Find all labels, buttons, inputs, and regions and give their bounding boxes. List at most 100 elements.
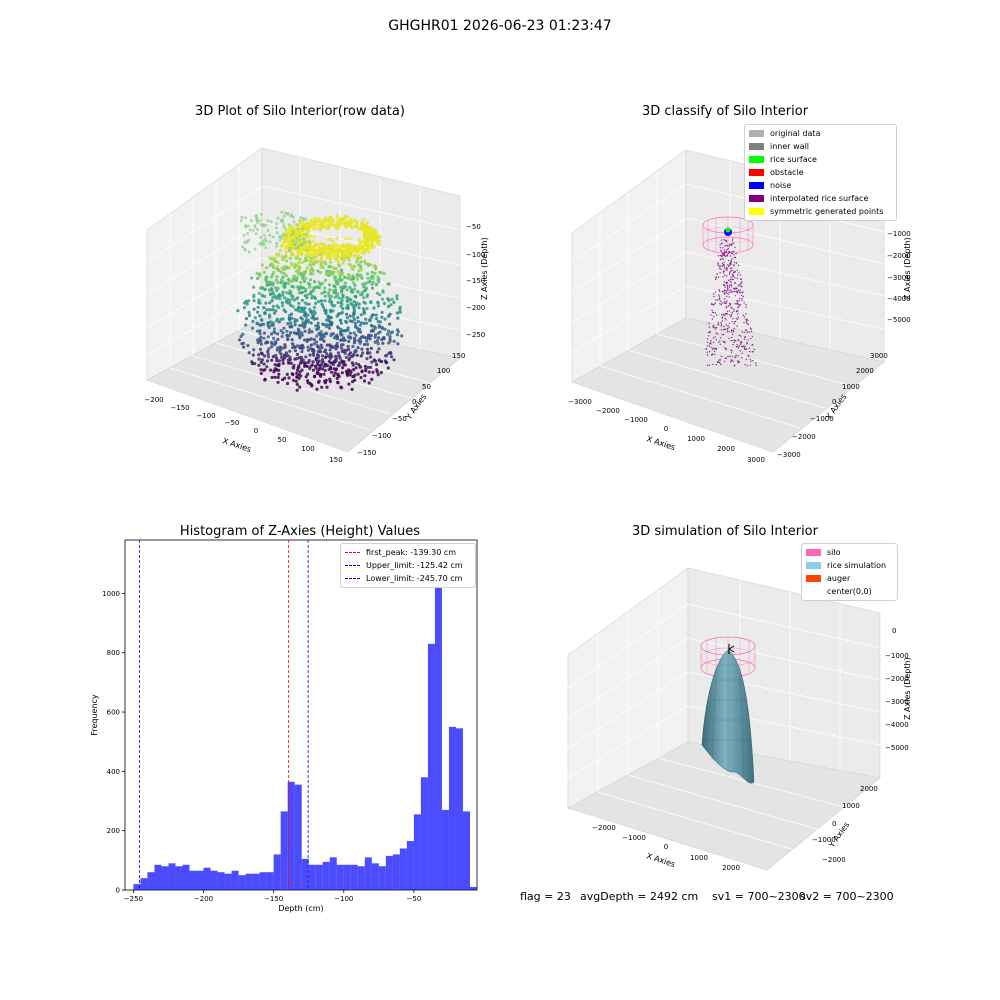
point bbox=[296, 272, 300, 276]
point bbox=[298, 234, 302, 238]
panel4-y-tick: −2000 bbox=[822, 856, 846, 864]
point bbox=[331, 309, 335, 313]
point bbox=[299, 355, 304, 360]
point bbox=[271, 263, 275, 267]
panel1-z-tick: −150 bbox=[466, 277, 485, 285]
histogram-bar bbox=[329, 857, 337, 890]
point bbox=[748, 355, 750, 358]
point bbox=[736, 277, 739, 279]
point bbox=[365, 230, 369, 234]
point bbox=[323, 260, 327, 264]
point bbox=[729, 304, 731, 306]
point bbox=[731, 252, 733, 255]
panel1-axes bbox=[146, 147, 461, 453]
point bbox=[717, 255, 720, 257]
point bbox=[369, 346, 373, 350]
point bbox=[737, 264, 740, 266]
point bbox=[279, 352, 283, 356]
point bbox=[734, 303, 736, 305]
panel1-x-tick: −150 bbox=[170, 404, 189, 412]
point bbox=[292, 243, 296, 246]
point bbox=[268, 313, 272, 317]
point bbox=[745, 318, 747, 321]
point bbox=[389, 331, 393, 335]
histogram-bar bbox=[140, 878, 148, 890]
point bbox=[355, 260, 359, 264]
point bbox=[726, 313, 728, 315]
point bbox=[375, 363, 379, 367]
point bbox=[290, 253, 294, 257]
point bbox=[708, 351, 711, 353]
point bbox=[239, 334, 243, 338]
point bbox=[362, 233, 366, 237]
point bbox=[367, 370, 371, 374]
point bbox=[724, 302, 727, 305]
point bbox=[294, 379, 298, 383]
point bbox=[285, 228, 289, 232]
point bbox=[721, 262, 724, 265]
panel3-title: Histogram of Z-Axies (Height) Values bbox=[179, 524, 421, 539]
panel1-y-tick: 50 bbox=[422, 383, 431, 391]
point bbox=[312, 227, 316, 231]
point bbox=[294, 277, 298, 281]
point bbox=[292, 378, 296, 382]
point bbox=[317, 379, 321, 383]
point bbox=[317, 219, 321, 223]
point bbox=[734, 295, 737, 297]
point bbox=[289, 214, 293, 218]
point bbox=[309, 263, 313, 267]
point bbox=[320, 354, 325, 358]
point bbox=[745, 348, 747, 351]
histogram-bar bbox=[196, 870, 204, 890]
panel2-rice-surface-cluster bbox=[725, 227, 731, 233]
point bbox=[713, 315, 715, 318]
point bbox=[300, 323, 304, 327]
point bbox=[251, 353, 255, 357]
point bbox=[259, 323, 263, 327]
point bbox=[348, 285, 352, 289]
point bbox=[347, 335, 351, 339]
point bbox=[323, 294, 327, 298]
point bbox=[319, 343, 323, 347]
point bbox=[242, 306, 247, 310]
point bbox=[380, 327, 385, 331]
point bbox=[712, 363, 714, 366]
histogram-bar bbox=[364, 857, 372, 890]
point bbox=[271, 273, 275, 277]
point bbox=[720, 363, 722, 366]
point bbox=[369, 300, 373, 305]
point bbox=[368, 337, 372, 341]
point bbox=[300, 333, 304, 337]
point bbox=[277, 359, 282, 363]
point bbox=[745, 313, 747, 315]
panel2-y-tick: 0 bbox=[832, 398, 836, 406]
panel2-title: 3D classify of Silo Interior bbox=[641, 104, 809, 119]
point bbox=[271, 355, 275, 359]
point bbox=[362, 296, 366, 300]
point bbox=[367, 243, 371, 247]
point bbox=[739, 350, 741, 352]
point bbox=[244, 317, 248, 321]
point bbox=[710, 342, 712, 344]
point bbox=[344, 248, 349, 252]
point bbox=[717, 262, 719, 264]
point bbox=[277, 320, 281, 324]
point bbox=[346, 219, 350, 223]
point bbox=[717, 321, 719, 324]
point bbox=[725, 295, 728, 297]
point bbox=[276, 216, 280, 220]
legend-entry: symmetric generated points bbox=[749, 205, 892, 218]
point bbox=[370, 377, 374, 381]
point bbox=[719, 244, 721, 246]
point bbox=[342, 362, 346, 366]
point bbox=[258, 242, 262, 246]
point bbox=[262, 331, 266, 335]
panel1-x-label: X Axies bbox=[221, 436, 252, 454]
point bbox=[292, 331, 296, 335]
point bbox=[732, 360, 734, 363]
point bbox=[270, 323, 274, 327]
point bbox=[288, 256, 292, 260]
point bbox=[740, 335, 742, 337]
point bbox=[325, 385, 329, 389]
point bbox=[726, 249, 728, 251]
